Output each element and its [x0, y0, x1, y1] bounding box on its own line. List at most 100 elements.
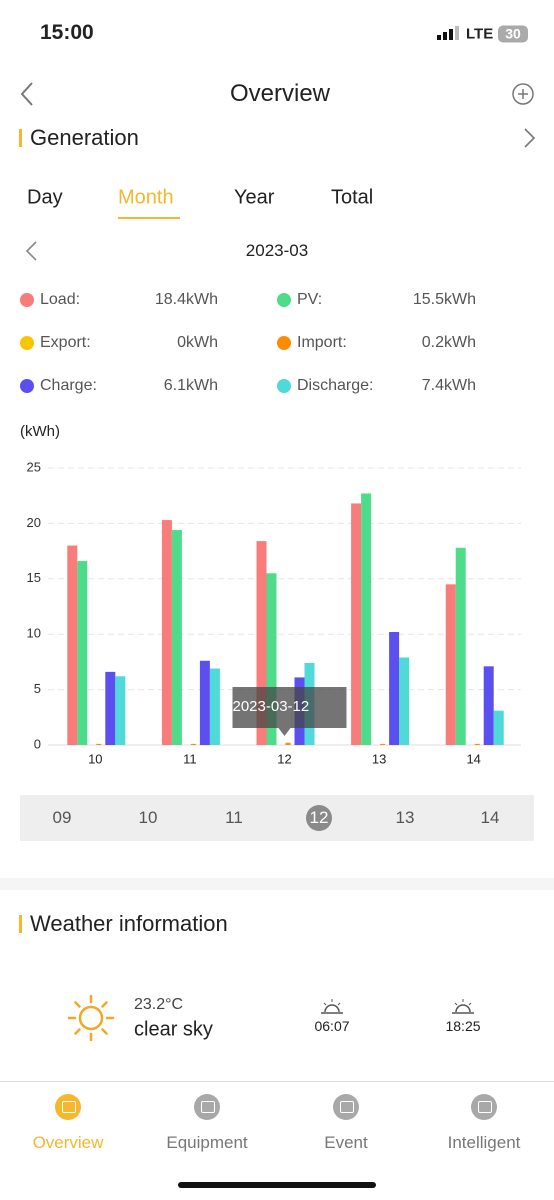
network-label: LTE	[466, 25, 494, 43]
tooltip-pointer	[278, 728, 291, 736]
bar	[190, 743, 196, 745]
sunset-icon	[452, 999, 474, 1014]
bar	[361, 493, 372, 745]
selected-day	[306, 805, 332, 831]
home-indicator	[178, 1182, 376, 1188]
bar	[96, 743, 102, 745]
y-tick-label: 20	[27, 515, 41, 530]
bar	[171, 530, 182, 745]
bar	[445, 584, 456, 745]
section-title: Weather information	[30, 911, 228, 936]
legend-dot	[20, 336, 34, 350]
day-item[interactable]: 09	[52, 808, 72, 827]
bar	[285, 742, 291, 745]
summary-value: 7.4kWh	[421, 377, 476, 394]
signal-icon	[437, 26, 459, 40]
x-tick-label: 10	[88, 751, 102, 766]
bar	[389, 631, 400, 745]
bar	[474, 743, 480, 745]
bar	[209, 668, 220, 745]
back-button[interactable]	[14, 80, 42, 108]
nav-item[interactable]: Event	[324, 1133, 368, 1152]
bar	[483, 666, 494, 745]
nav-icon-glyph	[62, 1101, 76, 1113]
x-tick-label: 12	[277, 751, 291, 766]
y-tick-label: 25	[27, 459, 41, 474]
y-axis-label: (kWh)	[20, 423, 60, 440]
battery: 30	[498, 25, 528, 43]
legend-dot	[277, 336, 291, 350]
bar	[455, 547, 466, 745]
x-tick-label: 13	[372, 751, 386, 766]
page-title: Overview	[229, 80, 331, 107]
summary-label: PV:	[297, 291, 323, 308]
y-tick-label: 10	[27, 626, 41, 641]
nav-item[interactable]: Overview	[32, 1133, 104, 1152]
nav-icon-glyph	[201, 1101, 215, 1113]
period-date: 2023-03	[245, 241, 309, 260]
summary-value: 18.4kWh	[154, 291, 218, 308]
summary-value: 0.2kWh	[421, 334, 476, 351]
section-marker	[19, 915, 22, 933]
nav-icon-glyph	[478, 1101, 492, 1113]
summary-label: Export:	[40, 334, 91, 351]
status-time: 15:00	[40, 21, 94, 44]
sunrise-time: 06:07	[314, 1018, 350, 1034]
period-tab[interactable]: Year	[234, 186, 275, 209]
bar	[67, 545, 78, 745]
section-marker	[19, 129, 22, 147]
legend-dot	[277, 293, 291, 307]
bar	[351, 503, 362, 745]
legend-dot	[20, 379, 34, 393]
date-scroller	[20, 795, 534, 841]
bar	[115, 676, 126, 745]
bar	[256, 541, 267, 745]
bar	[77, 561, 88, 745]
sun-icon	[67, 994, 115, 1042]
period-tab[interactable]: Day	[27, 186, 63, 209]
temperature: 23.2°C	[134, 996, 184, 1013]
day-item[interactable]: 12	[309, 808, 329, 827]
summary-value: 15.5kWh	[412, 291, 476, 308]
nav-icon	[55, 1094, 81, 1120]
summary-label: Discharge:	[297, 377, 374, 394]
sunrise-icon	[321, 999, 343, 1014]
add-button[interactable]	[511, 82, 535, 106]
battery-level: 30	[505, 25, 521, 42]
day-item[interactable]: 13	[395, 808, 415, 827]
divider	[0, 878, 554, 890]
bar	[399, 657, 410, 745]
nav-icon	[471, 1094, 497, 1120]
weather-condition: clear sky	[134, 1018, 213, 1041]
nav-item[interactable]: Equipment	[166, 1133, 248, 1152]
chart: (kWh) 0 5 10 15 20 25 10 11 12 13 14 2023-03-12	[20, 423, 521, 766]
nav-border	[0, 1081, 554, 1082]
day-item[interactable]: 10	[138, 808, 158, 827]
sunset-time: 18:25	[445, 1018, 481, 1034]
legend-dot	[20, 293, 34, 307]
summary-value: 6.1kWh	[163, 377, 218, 394]
x-tick-label: 11	[183, 751, 197, 766]
summary-label: Load:	[40, 291, 81, 308]
x-tick-label: 14	[466, 751, 480, 766]
bar	[199, 660, 210, 745]
summary-label: Import:	[297, 334, 347, 351]
prev-month[interactable]	[20, 238, 44, 264]
day-item[interactable]: 14	[480, 808, 500, 827]
day-item[interactable]: 11	[225, 808, 243, 827]
legend-dot	[277, 379, 291, 393]
nav-icon-glyph	[340, 1101, 354, 1113]
period-tab[interactable]: Total	[331, 186, 374, 209]
period-tab[interactable]: Month	[118, 186, 174, 209]
nav-item[interactable]: Intelligent	[447, 1133, 521, 1152]
summary-value: 0kWh	[177, 334, 218, 351]
nav-icon	[333, 1094, 359, 1120]
bar	[161, 520, 172, 745]
summary-label: Charge:	[40, 377, 97, 394]
more-button[interactable]	[520, 126, 540, 150]
section-title: Generation	[30, 125, 139, 150]
y-tick-label: 15	[27, 570, 41, 585]
bar	[105, 671, 116, 745]
bar	[380, 743, 386, 745]
